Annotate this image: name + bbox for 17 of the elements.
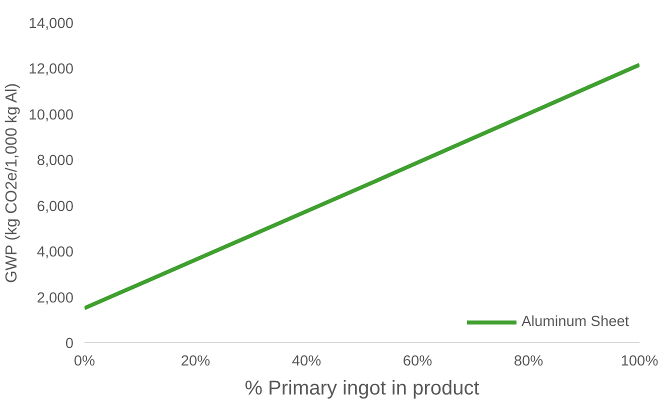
legend-label: Aluminum Sheet bbox=[521, 314, 629, 330]
y-tick-label: 8,000 bbox=[36, 153, 74, 170]
y-tick-label: 10,000 bbox=[28, 107, 74, 124]
y-tick-label: 4,000 bbox=[36, 244, 74, 261]
x-tick-label: 80% bbox=[514, 354, 544, 370]
y-axis-title: GWP (kg CO2e/1,000 kg Al) bbox=[4, 83, 21, 283]
y-tick-label: 6,000 bbox=[36, 198, 74, 215]
y-tick-label: 2,000 bbox=[36, 290, 74, 306]
x-tick-label: 20% bbox=[180, 354, 210, 370]
y-tick-label: 12,000 bbox=[28, 62, 74, 78]
x-axis-title: % Primary ingot in product bbox=[244, 378, 480, 400]
x-tick-label: 0% bbox=[74, 354, 96, 370]
x-tick-label: 60% bbox=[402, 354, 432, 370]
y-tick-label: 14,000 bbox=[28, 16, 74, 32]
y-tick-label: 0 bbox=[65, 336, 74, 352]
x-tick-label: 40% bbox=[292, 354, 322, 370]
x-tick-label: 100% bbox=[620, 354, 658, 370]
